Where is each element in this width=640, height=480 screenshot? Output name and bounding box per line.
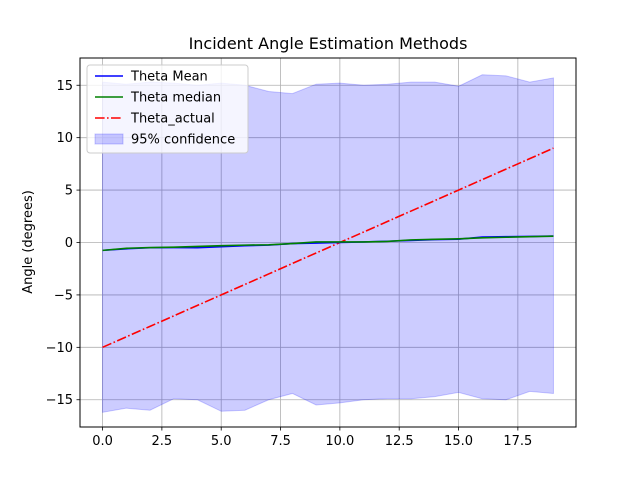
y-tick-label: −5 — [54, 288, 73, 303]
series-line-theta-median — [102, 235, 554, 252]
y-tick-label: 10 — [56, 131, 73, 146]
y-axis-label: Angle (degrees) — [21, 190, 36, 294]
x-tick-label: 7.5 — [270, 434, 291, 449]
legend-label: Theta_actual — [130, 112, 215, 127]
x-tick-label: 2.5 — [152, 434, 173, 449]
x-tick-label: 10.0 — [325, 434, 354, 449]
legend-label: 95% confidence — [131, 133, 235, 148]
legend-label: Theta Mean — [130, 70, 208, 85]
legend: Theta Mean Theta median Theta_actual 95% co… — [86, 64, 249, 154]
ticks: 0.0 2.5 5.0 7.5 10.0 12.5 15.0 17.5 −15 −10 −5 0 5 10… — [46, 79, 533, 449]
x-tick-label: 5.0 — [211, 434, 232, 449]
y-tick-label: 15 — [56, 79, 73, 94]
x-tick-label: 0.0 — [92, 434, 113, 449]
x-tick-label: 12.5 — [385, 434, 414, 449]
legend-box — [86, 64, 249, 154]
series-line-theta-actual — [102, 147, 554, 349]
legend-swatch — [94, 133, 124, 145]
series-layer — [102, 147, 554, 349]
y-tick-label: 0 — [65, 236, 73, 251]
chart-title: Incident Angle Estimation Methods — [189, 34, 468, 53]
y-tick-label: 5 — [65, 184, 73, 199]
legend-label: Theta median — [130, 91, 221, 106]
y-tick-label: −15 — [46, 393, 73, 408]
x-tick-label: 15.0 — [444, 434, 473, 449]
x-tick-label: 17.5 — [503, 434, 532, 449]
y-tick-label: −10 — [46, 341, 73, 356]
